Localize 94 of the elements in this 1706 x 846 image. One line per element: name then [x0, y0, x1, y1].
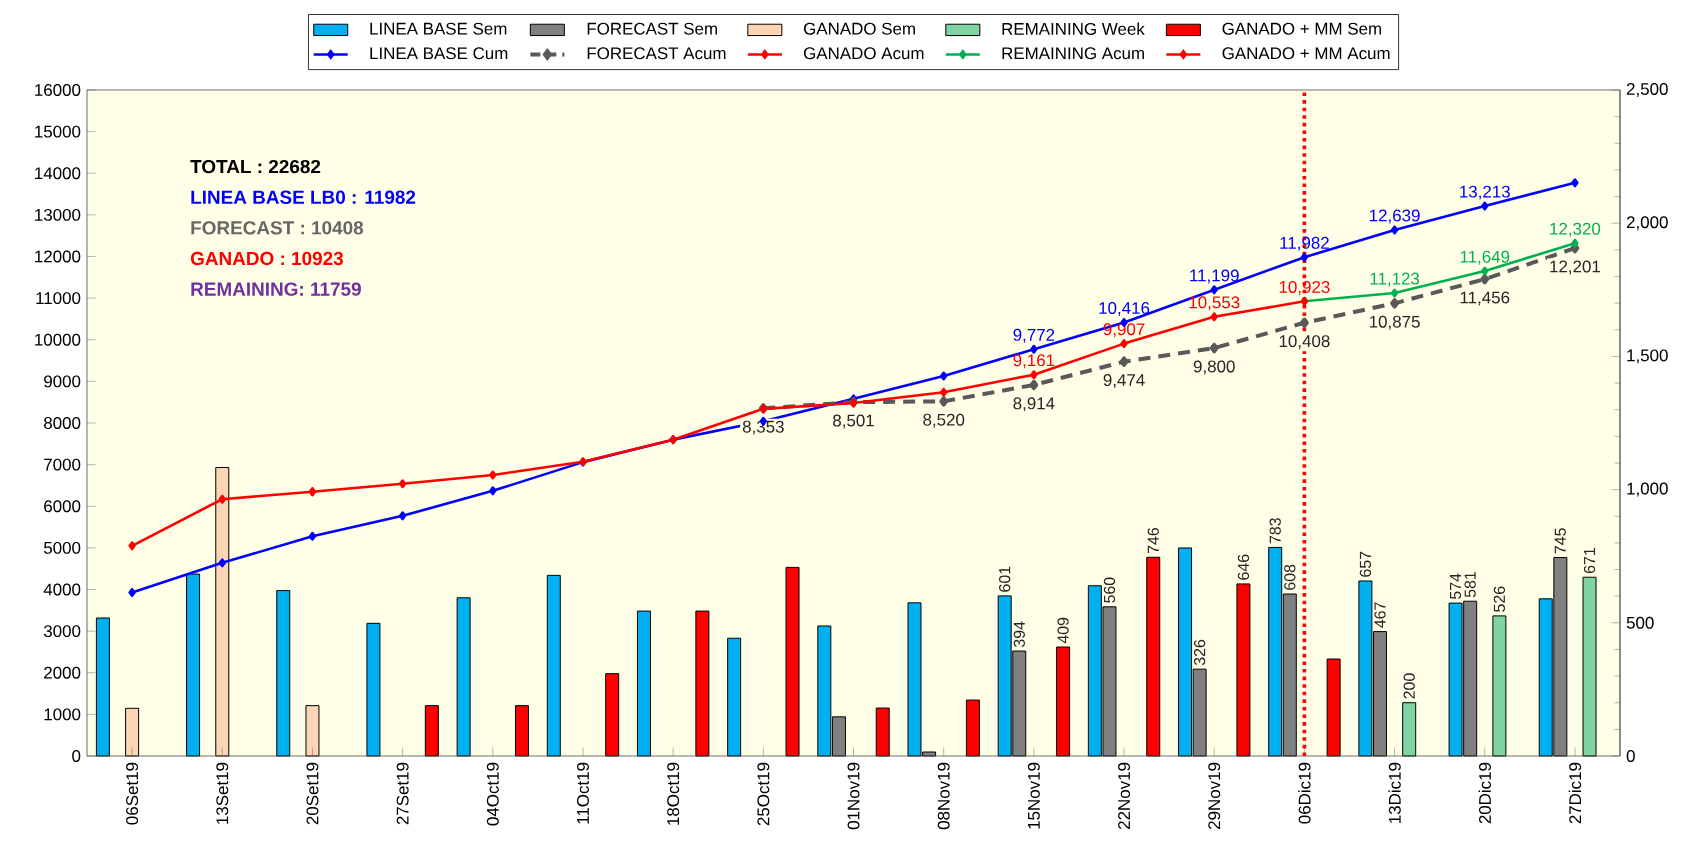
data-label: 12,320	[1550, 222, 1601, 237]
data-label: 10,875	[1369, 315, 1420, 330]
x-tick-label: 13Dic19	[1388, 762, 1401, 823]
x-tick-label: 20Dic19	[1478, 762, 1491, 824]
data-label: 8,501	[833, 414, 874, 429]
x-tick-label: 18Oct19	[667, 762, 680, 825]
data-label: 326	[1193, 639, 1206, 666]
y-tick-label: 13000	[35, 208, 81, 221]
y-tick-label: 7000	[44, 458, 81, 471]
x-tick-label: 27Set19	[396, 762, 409, 825]
data-label: 574	[1450, 573, 1462, 600]
legend-label: LINEA BASE Sem	[370, 22, 507, 35]
legend-label: FORECAST Sem	[587, 22, 717, 35]
y-tick-label: 0	[72, 750, 81, 762]
y-tick-label: 4000	[43, 583, 81, 596]
data-label: 8,520	[923, 413, 965, 428]
y-tick-label: 10000	[35, 333, 81, 346]
y-tick-label: 15000	[35, 125, 81, 138]
data-label: 11,456	[1460, 291, 1510, 306]
y-tick-label: 3000	[43, 625, 81, 638]
y-tick-label: 14000	[35, 167, 81, 180]
data-label: 11,649	[1460, 250, 1510, 265]
x-tick-label: 22Nov19	[1118, 762, 1131, 829]
annotation: TOTAL : 22682	[190, 159, 321, 174]
data-label: 560	[1103, 577, 1116, 603]
y-tick-label: 12000	[35, 250, 81, 263]
x-tick-label: 20Set19	[306, 762, 319, 825]
y2-tick-label: 0	[1626, 750, 1635, 762]
data-label: 10,923	[1279, 280, 1330, 295]
data-label: 608	[1284, 564, 1296, 590]
legend-label: GANADO + MM Acum	[1222, 47, 1390, 60]
y2-tick-label: 1,000	[1627, 482, 1668, 497]
y-tick-label: 9000	[44, 375, 81, 388]
data-label: 11,199	[1190, 269, 1239, 284]
data-label: 10,416	[1099, 302, 1150, 317]
data-label: 581	[1464, 572, 1476, 598]
data-label: 746	[1147, 527, 1159, 554]
data-label: 394	[1013, 621, 1025, 648]
data-label: 12,201	[1550, 260, 1601, 275]
legend-label: REMAINING Week	[1002, 22, 1145, 35]
x-tick-label: 01Nov19	[847, 762, 860, 830]
data-label: 10,553	[1189, 296, 1240, 311]
data-label: 646	[1237, 554, 1250, 580]
data-label: 526	[1493, 586, 1506, 612]
legend-label: GANADO + MM Sem	[1222, 22, 1382, 35]
data-label: 10,408	[1279, 335, 1330, 350]
data-label: 783	[1269, 518, 1281, 544]
x-tick-label: 27Dic19	[1568, 762, 1582, 824]
x-tick-label: 06Set19	[126, 762, 139, 825]
data-label: 467	[1374, 602, 1386, 628]
y2-tick-label: 2,000	[1626, 216, 1668, 231]
x-tick-label: 04Oct19	[486, 762, 499, 826]
data-label: 200	[1403, 673, 1415, 699]
data-label: 409	[1057, 617, 1069, 644]
data-label: 8,914	[1013, 397, 1055, 412]
y-tick-label: 11000	[36, 292, 81, 305]
data-label: 9,772	[1013, 328, 1055, 343]
data-label: 657	[1359, 551, 1372, 577]
legend-label: FORECAST Acum	[587, 47, 726, 60]
x-tick-label: 15Nov19	[1027, 762, 1040, 829]
data-label: 11,982	[1280, 236, 1329, 251]
y-tick-label: 5000	[43, 541, 81, 554]
data-label: 11,123	[1370, 272, 1420, 287]
data-label: 9,161	[1013, 354, 1055, 369]
y-tick-label: 6000	[44, 500, 81, 513]
x-tick-label: 06Dic19	[1298, 762, 1311, 824]
data-label: 9,800	[1193, 360, 1235, 375]
data-label: 9,474	[1103, 374, 1145, 389]
annotation: FORECAST : 10408	[191, 221, 364, 235]
y-tick-label: 1000	[44, 708, 81, 721]
x-tick-label: 13Set19	[216, 762, 229, 824]
y-tick-label: 2000	[44, 666, 81, 679]
x-tick-label: 11Oct19	[577, 762, 589, 824]
x-tick-label: 25Oct19	[757, 762, 770, 826]
y2-tick-label: 500	[1626, 616, 1654, 629]
annotation: REMAINING: 11759	[191, 282, 361, 296]
annotation: GANADO : 10923	[190, 251, 343, 266]
x-tick-label: 29Nov19	[1208, 762, 1221, 829]
data-label: 13,213	[1460, 185, 1510, 200]
data-label: 12,639	[1369, 209, 1420, 224]
legend-label: REMAINING Acum	[1002, 47, 1144, 60]
data-label: 671	[1583, 548, 1596, 574]
legend-label: GANADO Acum	[803, 47, 924, 60]
data-label: 745	[1554, 528, 1566, 554]
data-label: 9,907	[1103, 323, 1145, 338]
legend-label: GANADO Sem	[803, 22, 915, 35]
y2-tick-label: 2,500	[1626, 83, 1668, 97]
y-tick-label: 16000	[35, 84, 81, 96]
legend-label: LINEA BASE Cum	[370, 47, 508, 60]
y-tick-label: 8000	[44, 417, 81, 429]
data-label: 601	[999, 566, 1011, 592]
x-tick-label: 08Nov19	[937, 762, 950, 830]
y2-tick-label: 1,500	[1627, 349, 1668, 364]
annotation: LINEA BASE LB0 : 11982	[191, 190, 416, 204]
